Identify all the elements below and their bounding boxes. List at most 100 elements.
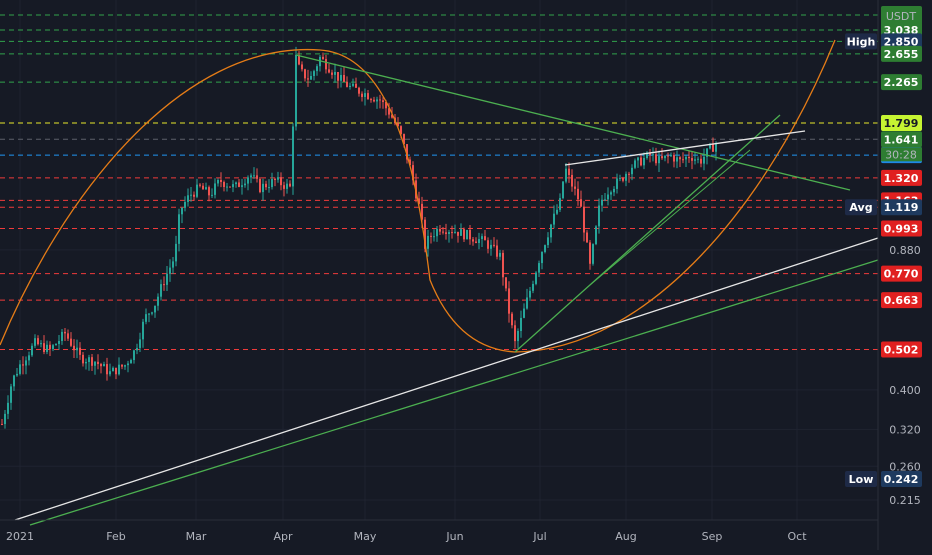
candle-body <box>217 180 219 184</box>
candle-body <box>61 331 63 342</box>
trendline-white-top <box>564 130 806 166</box>
price-tag: 0.770 <box>881 265 922 282</box>
price-tag-label: 1.119 <box>884 201 919 214</box>
candle-body <box>457 231 459 236</box>
candle-body <box>220 180 222 182</box>
candle-body <box>262 183 264 193</box>
candle-body <box>370 99 372 101</box>
candle-body <box>445 232 447 235</box>
candle-body <box>52 345 54 350</box>
candle-body <box>160 284 162 297</box>
candle-body <box>610 192 612 195</box>
candle-body <box>316 66 318 72</box>
candle-body <box>616 178 618 189</box>
trendline-ascending-steep <box>514 114 781 353</box>
candle-body <box>148 313 150 315</box>
candle-body <box>643 158 645 166</box>
arc-left-orange <box>0 48 321 346</box>
candle-body <box>559 198 561 210</box>
candle-body <box>622 177 624 181</box>
candle-body <box>460 229 462 236</box>
candle-body <box>487 240 489 249</box>
candle-body <box>205 187 207 190</box>
candle-body <box>88 357 90 363</box>
candle-body <box>673 155 675 162</box>
candle-body <box>301 64 303 70</box>
candle-body <box>154 305 156 313</box>
candle-body <box>43 343 45 352</box>
price-axis[interactable]: 0.215 0.260 0.320 0.400 0.880 <box>877 0 921 550</box>
candle-body <box>94 361 96 366</box>
candle-body <box>640 157 642 166</box>
price-tick-label: 0.880 <box>889 244 921 257</box>
candle-body <box>589 242 591 264</box>
candle-body <box>529 290 531 298</box>
candle-body <box>103 364 105 367</box>
candle-body <box>79 347 81 355</box>
candle-body <box>601 199 603 206</box>
time-label: Aug <box>615 530 636 543</box>
candle-body <box>118 364 120 375</box>
candle-body <box>505 277 507 289</box>
side-tag-bg <box>845 199 877 216</box>
candle-body <box>604 199 606 201</box>
candle-body <box>691 158 693 161</box>
candle-body <box>526 297 528 309</box>
candle-body <box>331 72 333 75</box>
candle-body <box>412 165 414 181</box>
candle-body <box>619 177 621 179</box>
candle-body <box>697 158 699 160</box>
price-tag: 1.641 <box>881 131 922 148</box>
price-tag-label: 2.850 <box>884 35 919 48</box>
candle-body <box>631 167 633 175</box>
candle-body <box>304 69 306 79</box>
price-tag: 0.502 <box>881 341 922 358</box>
candle-body <box>541 251 543 264</box>
candle-body <box>115 367 117 375</box>
candle-body <box>49 344 51 350</box>
price-tag-label: 1.641 <box>884 133 919 146</box>
candle-body <box>151 312 153 314</box>
candle-body <box>403 134 405 145</box>
candle-body <box>22 364 24 366</box>
candle-body <box>268 187 270 189</box>
candle-body <box>67 333 69 339</box>
candle-body <box>70 338 72 346</box>
candle-body <box>448 232 450 235</box>
price-tag: 0.993 <box>881 220 922 237</box>
candle-body <box>124 365 126 367</box>
candle-body <box>244 183 246 186</box>
candle-body <box>688 156 690 159</box>
candle-body <box>310 75 312 80</box>
candle-body <box>562 181 564 199</box>
price-tag-label: 0.770 <box>884 268 919 281</box>
candle-body <box>550 224 552 238</box>
candle-body <box>241 185 243 187</box>
candle-body <box>73 345 75 351</box>
price-tick-label: 0.320 <box>889 423 921 436</box>
time-axis[interactable]: 2021 Feb Mar Apr May Jun Jul Aug Sep Oct <box>0 519 878 543</box>
candle-body <box>319 56 321 67</box>
horizontal-levels <box>0 14 878 351</box>
candle-body <box>472 239 474 242</box>
candle-body <box>172 261 174 268</box>
candle-body <box>145 314 147 322</box>
candle-body <box>625 173 627 181</box>
candle-body <box>490 244 492 249</box>
candle-body <box>4 413 6 425</box>
candle-body <box>163 284 165 286</box>
candle-body <box>184 201 186 208</box>
candle-body <box>568 168 570 175</box>
price-tag-label: 1.799 <box>884 117 919 130</box>
grid <box>0 0 878 520</box>
price-tag: 2.265 <box>881 74 922 91</box>
candle-body <box>493 244 495 246</box>
candle-body <box>298 54 300 65</box>
candle-body <box>34 338 36 346</box>
time-label: Sep <box>702 530 723 543</box>
price-tag-bg <box>881 292 922 309</box>
side-tag-bg <box>845 471 877 487</box>
candle-body <box>139 339 141 348</box>
